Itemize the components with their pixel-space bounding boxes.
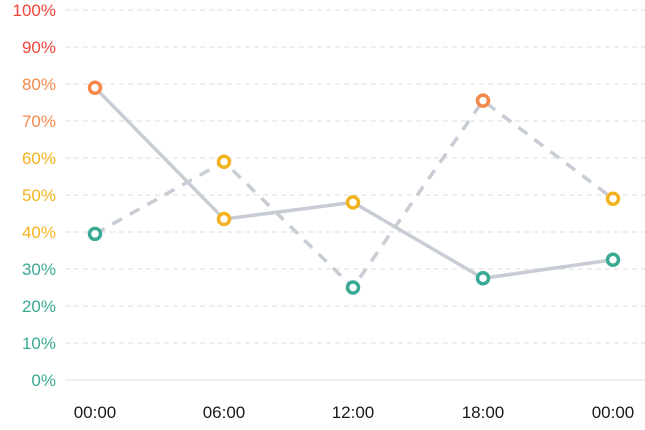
- data-point[interactable]: [605, 252, 621, 267]
- x-tick-label: 00:00: [74, 403, 117, 422]
- y-tick-label: 80%: [22, 75, 56, 94]
- x-tick-label: 18:00: [462, 403, 505, 422]
- data-point[interactable]: [475, 271, 491, 286]
- y-axis-tick-labels: 0% 10% 20% 30% 40% 50% 60% 70% 80% 90% 100%: [13, 1, 56, 390]
- y-tick-label: 30%: [22, 260, 56, 279]
- data-point[interactable]: [475, 93, 491, 108]
- y-tick-label: 90%: [22, 38, 56, 57]
- data-point[interactable]: [216, 211, 232, 227]
- data-point[interactable]: [605, 191, 621, 206]
- y-tick-label: 10%: [22, 334, 56, 353]
- data-point[interactable]: [345, 280, 361, 295]
- series-line-2: [94, 98, 615, 290]
- y-tick-label: 40%: [22, 223, 56, 242]
- data-point[interactable]: [87, 226, 103, 242]
- data-point[interactable]: [87, 80, 103, 95]
- x-tick-label: 06:00: [203, 403, 246, 422]
- x-axis-tick-labels: 00:00 06:00 12:00 18:00 00:00: [74, 403, 635, 422]
- x-tick-label: 12:00: [332, 403, 375, 422]
- series-points: [87, 80, 621, 295]
- series-line-1: [93, 85, 615, 280]
- y-tick-label: 100%: [13, 1, 56, 20]
- y-tick-label: 70%: [22, 112, 56, 131]
- x-tick-label: 00:00: [592, 403, 635, 422]
- y-tick-label: 50%: [22, 186, 56, 205]
- data-point[interactable]: [216, 154, 232, 169]
- data-point[interactable]: [345, 195, 361, 210]
- grid-lines: [65, 9, 645, 381]
- y-tick-label: 0%: [31, 371, 56, 390]
- y-tick-label: 20%: [22, 297, 56, 316]
- y-tick-label: 60%: [22, 149, 56, 168]
- series-lines: [93, 85, 615, 290]
